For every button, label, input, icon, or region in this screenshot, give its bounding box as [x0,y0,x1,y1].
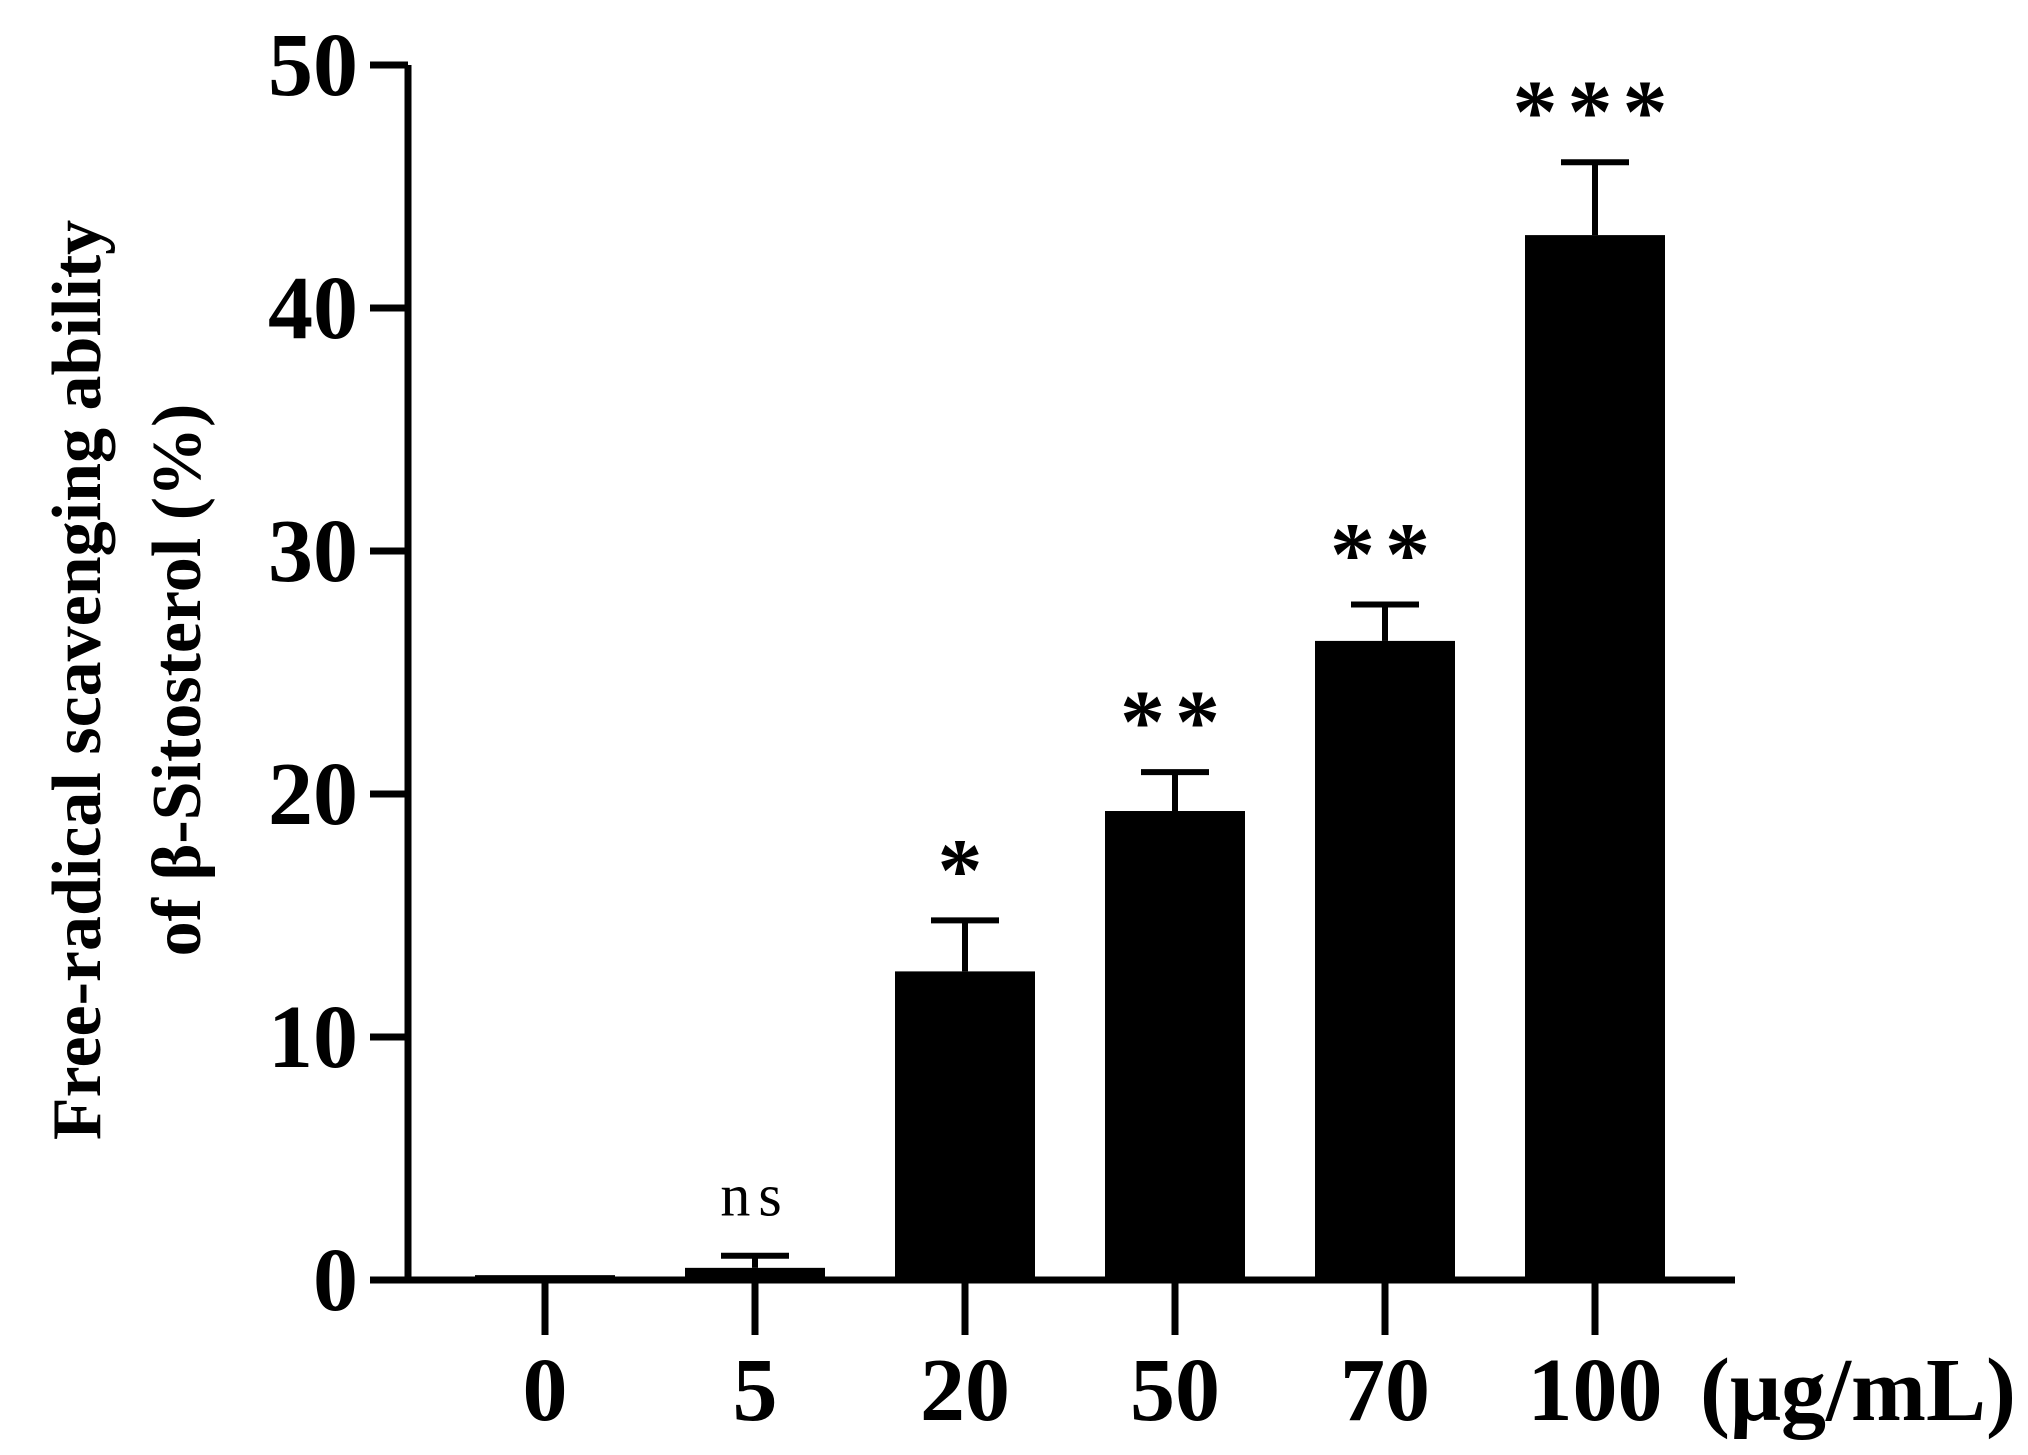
x-tick-label-5: 5 [733,1341,778,1440]
y-tick-label-30: 30 [268,502,358,601]
y-axis-label: Free-radical scavenging ability of β-Sit… [39,220,216,1140]
bar-100 [1525,235,1665,1281]
significance-annotations: ns******** [720,63,1678,1229]
annotation-20: * [938,821,993,920]
bar-70 [1315,640,1455,1280]
y-tick-label-0: 0 [313,1231,358,1330]
error-bars [721,159,1629,1268]
x-tick-label-0: 0 [523,1341,568,1440]
y-tick-label-50: 50 [268,16,358,115]
axes [404,65,1735,1284]
bars [475,235,1665,1281]
x-ticks: 0 5 20 50 70 100 [523,1280,1663,1440]
x-tick-label-70: 70 [1340,1341,1430,1440]
annotation-50: ** [1120,673,1230,772]
y-tick-label-20: 20 [268,745,358,844]
bar-50 [1105,811,1245,1280]
x-axis-unit-label: (μg/mL) [1700,1341,2016,1440]
annotation-100: *** [1513,63,1678,162]
annotation-70: ** [1330,505,1440,604]
y-axis-label-line-2: of β-Sitosterol (%) [139,404,216,957]
x-tick-label-100: 100 [1528,1341,1663,1440]
y-axis-label-line-1: Free-radical scavenging ability [39,220,116,1140]
y-tick-label-10: 10 [268,988,358,1087]
y-ticks: 0 10 20 30 40 50 [268,16,408,1330]
annotation-5: ns [720,1163,789,1229]
x-tick-label-20: 20 [920,1341,1010,1440]
x-tick-label-50: 50 [1130,1341,1220,1440]
y-tick-label-40: 40 [268,259,358,358]
bar-20 [895,971,1035,1280]
